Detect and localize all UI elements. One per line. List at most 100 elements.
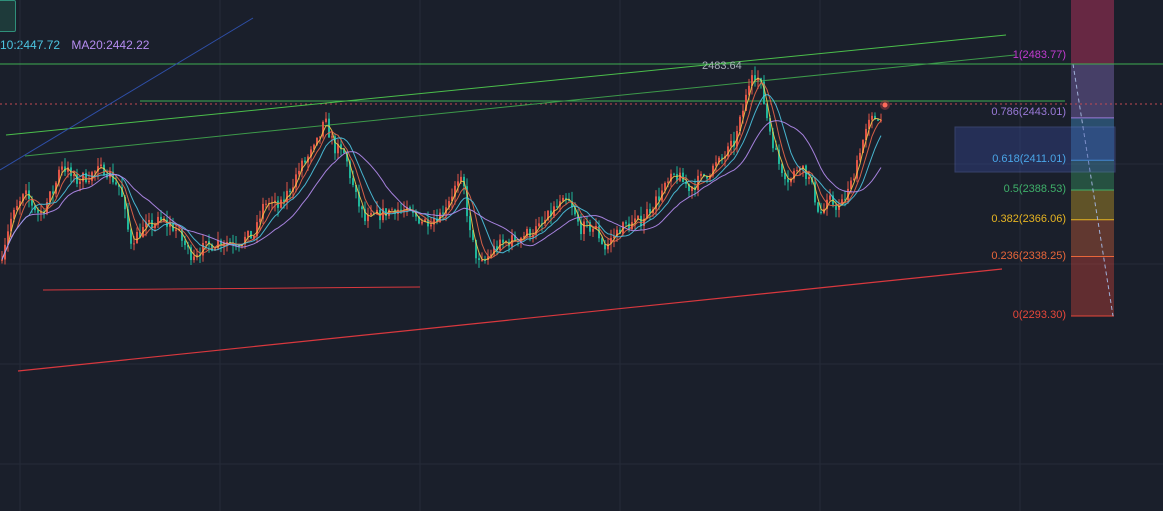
candle-body	[862, 140, 864, 153]
candle-body	[640, 215, 642, 226]
fib-level-label: 1(2483.77)	[1012, 49, 1066, 61]
candle-body	[418, 216, 420, 224]
candle-body	[667, 181, 669, 183]
candle-body	[565, 197, 567, 200]
candle-body	[151, 219, 153, 228]
candle-body	[820, 211, 822, 214]
candle-body	[136, 231, 138, 244]
candle-body	[775, 148, 777, 150]
moving-average-line	[1, 120, 882, 260]
candle-body	[256, 222, 258, 236]
candle-body	[133, 243, 135, 245]
candle-body	[193, 256, 195, 261]
moving-average-line	[1, 82, 882, 260]
candle-body	[148, 219, 150, 223]
candle-body	[466, 186, 468, 217]
candle-body	[586, 221, 588, 223]
candle-body	[160, 216, 162, 220]
candle-body	[469, 216, 471, 231]
candle-body	[97, 166, 99, 172]
candle-body	[250, 230, 252, 239]
candle-body	[238, 245, 240, 247]
candle-body	[877, 119, 879, 121]
lower-trend-line	[17, 268, 1003, 372]
ma-legend: 10:2447.72 MA20:2442.22	[0, 38, 157, 52]
candle-body	[361, 206, 363, 210]
candle-body	[196, 254, 198, 257]
candle-body	[679, 172, 681, 181]
candle-body	[31, 198, 33, 206]
candle-body	[808, 177, 810, 179]
upper-trend-line	[5, 34, 1007, 136]
candle-body	[592, 228, 594, 232]
candle-body	[574, 207, 576, 215]
ma20-legend: MA20:2442.22	[71, 38, 150, 52]
ma10-legend: 10:2447.72	[0, 38, 61, 52]
fib-band	[1071, 190, 1114, 220]
candle-body	[757, 78, 759, 81]
candle-body	[538, 223, 540, 227]
candle-body	[184, 240, 186, 246]
candle-body	[691, 187, 693, 191]
fib-band-top	[1071, 0, 1114, 64]
candle-body	[874, 115, 876, 120]
candle-body	[475, 239, 477, 259]
candle-body	[67, 167, 69, 172]
candle-body	[850, 180, 852, 189]
candle-body	[751, 75, 753, 86]
candle-body	[721, 157, 723, 159]
red-horizontal-segment	[42, 286, 421, 291]
candle-body	[121, 186, 123, 197]
candle-body	[637, 215, 639, 219]
candle-body	[340, 144, 342, 149]
candle-body	[706, 176, 708, 179]
candle-body	[421, 221, 423, 224]
candle-body	[865, 128, 867, 141]
candle-body	[1, 259, 3, 261]
candle-body	[481, 259, 483, 261]
candle-body	[868, 119, 870, 129]
candle-body	[784, 173, 786, 180]
candle-body	[415, 212, 417, 217]
candle-body	[871, 115, 873, 120]
candle-body	[478, 258, 480, 261]
candle-body	[277, 200, 279, 208]
candle-body	[676, 174, 678, 181]
candle-body	[571, 200, 573, 208]
candle-body	[115, 182, 117, 185]
candle-body	[631, 222, 633, 230]
fib-level-label: 0(2293.30)	[1012, 309, 1066, 321]
candle-body	[568, 199, 570, 201]
indicator-toggle-button[interactable]	[0, 0, 16, 32]
fib-level-label: 0.382(2366.06)	[991, 212, 1066, 225]
blue-trend-line	[0, 17, 254, 171]
fib-level-label: 0.618(2411.01)	[992, 153, 1066, 166]
moving-average-line	[1, 77, 882, 261]
candle-body	[181, 228, 183, 241]
fib-level-label: 0.5(2388.53)	[1003, 183, 1066, 195]
candle-body	[787, 179, 789, 183]
candle-body	[697, 175, 699, 190]
candle-body	[85, 172, 87, 183]
candle-body	[649, 209, 651, 214]
candle-body	[367, 214, 369, 222]
candle-body	[781, 164, 783, 174]
candle-body	[880, 119, 882, 121]
candle-body	[754, 75, 756, 81]
candle-body	[490, 254, 492, 257]
fib-band	[1071, 256, 1114, 316]
candle-body	[259, 218, 261, 223]
candle-body	[514, 235, 516, 241]
candle-body	[604, 244, 606, 250]
candle-body	[796, 170, 798, 172]
candle-body	[265, 203, 267, 205]
candle-body	[715, 162, 717, 166]
candle-body	[529, 228, 531, 238]
candle-body	[451, 196, 453, 202]
candle-body	[319, 136, 321, 138]
candle-body	[487, 256, 489, 261]
candle-body	[49, 191, 51, 203]
candle-body	[727, 146, 729, 157]
candle-body	[391, 209, 393, 211]
